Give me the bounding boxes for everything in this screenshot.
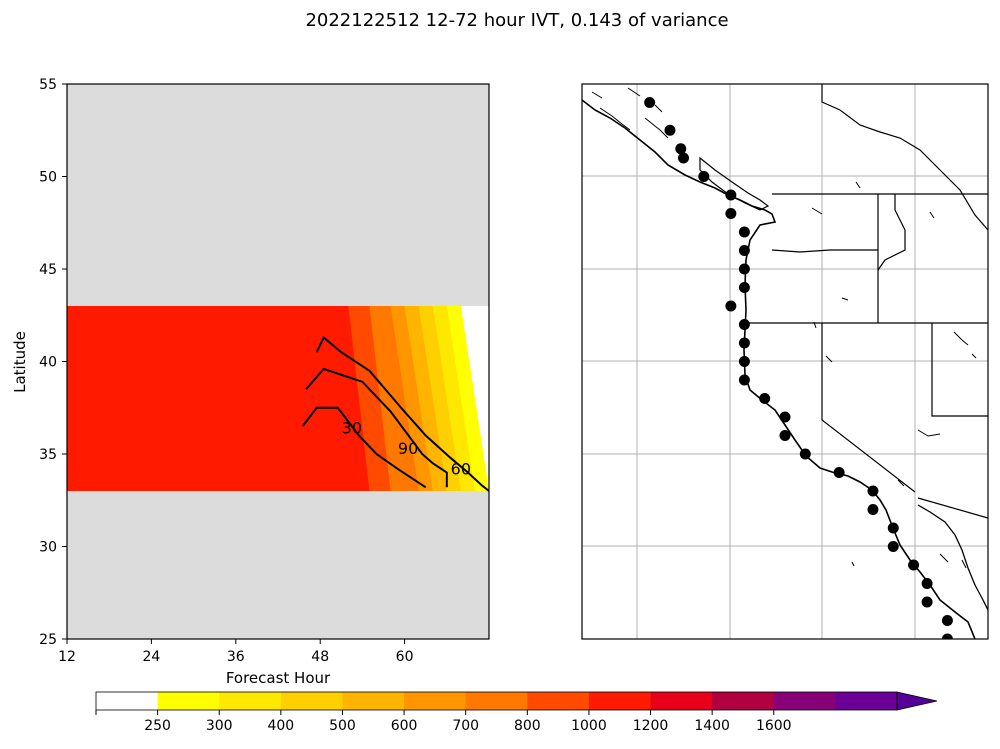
colorbar-segment <box>465 692 528 710</box>
station-marker <box>887 522 899 534</box>
station-marker <box>921 578 933 589</box>
station-marker <box>644 97 656 108</box>
contour-line-60 <box>305 367 448 488</box>
station-marker <box>867 485 879 497</box>
colorbar-label: 1000 <box>571 718 607 734</box>
colorbar-label: 500 <box>329 718 356 734</box>
colorbar-extend-arrow <box>896 691 938 711</box>
contour-label: 60 <box>451 459 471 478</box>
y-tick-label: 45 <box>39 262 57 278</box>
ivt-colorbar: 250 300 400 500 600 700 800 1000 1200 1400 1600 <box>95 691 938 734</box>
station-marker <box>738 245 750 256</box>
station-marker <box>725 208 737 219</box>
x-tick-label: 24 <box>142 649 160 665</box>
lakes <box>811 181 977 569</box>
station-marker <box>779 411 791 423</box>
y-tick-label: 55 <box>39 77 57 93</box>
station-marker <box>833 467 845 478</box>
station-marker <box>887 541 899 552</box>
station-marker <box>759 393 771 404</box>
station-marker <box>921 596 933 608</box>
station-marker <box>675 143 687 155</box>
colorbar-segment <box>773 692 836 710</box>
station-marker <box>738 337 750 349</box>
figure-title: 2022122512 12-72 hour IVT, 0.143 of vari… <box>305 10 728 31</box>
colorbar-label: 700 <box>452 718 479 734</box>
y-tick-label: 50 <box>39 170 57 186</box>
map-frame <box>581 83 989 640</box>
station-marker <box>725 189 737 201</box>
colorbar-label: 600 <box>391 718 418 734</box>
colorbar-segment <box>96 692 159 710</box>
colorbar-label: 800 <box>514 718 541 734</box>
station-marker <box>738 374 750 386</box>
station-marker <box>664 124 676 136</box>
colorbar-segment <box>835 692 898 710</box>
station-marker <box>867 504 879 515</box>
contour-line-30 <box>301 406 427 489</box>
y-tick-label: 40 <box>39 355 57 371</box>
colorbar-segment <box>157 692 220 710</box>
state-borders <box>745 84 988 519</box>
colorbar-segment <box>712 692 775 710</box>
y-tick-label: 35 <box>39 447 57 463</box>
station-marker <box>698 171 710 182</box>
colorbar-segment <box>219 692 282 710</box>
x-tick-label: 12 <box>58 649 76 665</box>
y-tick-label: 25 <box>39 632 57 648</box>
forecast-latitude-panel: 30 90 60 12 24 36 48 60 25 30 35 40 45 50 55 Forecast… <box>11 77 490 687</box>
station-marker <box>738 319 750 330</box>
x-tick-label: 60 <box>396 649 414 665</box>
colorbar-segment <box>527 692 590 710</box>
colorbar-segment <box>588 692 652 710</box>
station-marker <box>779 430 791 441</box>
colorbar-segment <box>280 692 343 710</box>
x-tick-label: 48 <box>311 649 329 665</box>
station-marker <box>941 615 953 626</box>
colorbar-label: 1200 <box>633 718 669 734</box>
colorbar-label: 1400 <box>694 718 730 734</box>
colorbar-frame <box>95 691 898 711</box>
colorbar-segment <box>650 692 713 710</box>
ivt-band-1000 <box>67 306 370 491</box>
colorbar-segment <box>404 692 467 710</box>
station-markers <box>644 97 953 639</box>
y-tick-label: 30 <box>39 540 57 556</box>
station-marker <box>738 356 750 367</box>
station-marker <box>738 263 750 275</box>
x-tick-label: 36 <box>227 649 245 665</box>
bc-islands <box>591 87 669 139</box>
station-map-panel <box>581 83 989 640</box>
contour-label: 90 <box>398 439 418 458</box>
contour-line-90 <box>315 335 489 492</box>
station-marker <box>678 152 689 164</box>
colorbar-label: 400 <box>267 718 294 734</box>
station-marker <box>738 226 750 238</box>
station-marker <box>738 282 750 293</box>
baja-coast <box>917 504 988 611</box>
station-marker <box>941 633 953 639</box>
colorbar-label: 250 <box>144 718 171 734</box>
colorbar-label: 1600 <box>756 718 792 734</box>
station-marker <box>908 559 920 571</box>
station-marker <box>725 300 737 312</box>
colorbar-segment <box>342 692 405 710</box>
vancouver-island <box>699 156 770 211</box>
colorbar-label: 300 <box>206 718 233 734</box>
y-axis-label: Latitude <box>11 331 29 393</box>
station-marker <box>799 448 811 460</box>
x-axis-label: Forecast Hour <box>226 669 331 687</box>
contour-label: 30 <box>342 419 362 438</box>
